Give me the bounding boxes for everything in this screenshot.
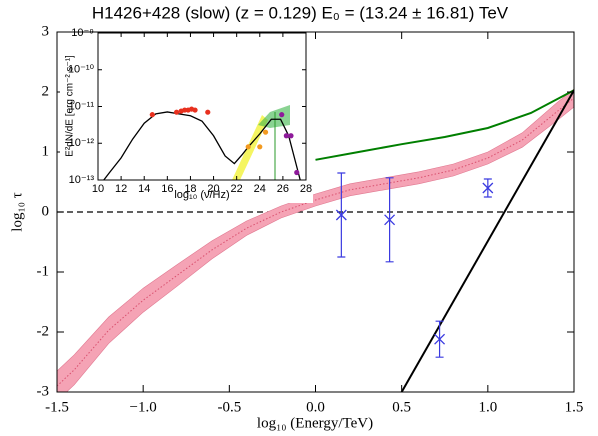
point — [482, 182, 494, 194]
y-tick-label: 1 — [42, 143, 50, 159]
point — [173, 109, 180, 115]
line — [57, 97, 574, 387]
x-tick-label: 1.5 — [565, 399, 584, 415]
chart-title: H1426+428 (slow) (z = 0.129) E₀ = (13.24… — [92, 3, 509, 22]
point — [149, 112, 155, 118]
x-tick-label: -0.5 — [217, 399, 241, 415]
point — [434, 333, 446, 345]
x-axis-label: log₁₀ (Energy/TeV) — [257, 415, 373, 431]
x-tick-label: 1.0 — [478, 399, 497, 415]
inset-x-label: log₁₀ (ν/Hz) — [174, 189, 229, 201]
point — [192, 107, 198, 113]
y-tick-label: 10⁻¹⁰ — [68, 64, 95, 76]
point — [335, 209, 347, 221]
x-tick-label: 20 — [207, 183, 219, 195]
point — [279, 112, 285, 118]
x-tick-label: 16 — [161, 183, 173, 195]
line — [400, 89, 574, 392]
point — [384, 214, 396, 226]
point — [294, 169, 300, 176]
plot-area — [57, 88, 574, 392]
y-tick-label: -2 — [37, 323, 50, 339]
y-axis-label: log₁₀ τ — [9, 192, 25, 231]
point — [283, 133, 289, 139]
x-tick-label: 10 — [92, 183, 104, 195]
plot-area — [103, 106, 301, 180]
point — [288, 133, 294, 139]
x-tick-label: 14 — [138, 183, 150, 195]
x-tick-label: 0.0 — [306, 399, 325, 415]
y-tick-label: 10⁻¹¹ — [69, 100, 95, 112]
x-tick-label: −1.0 — [130, 399, 157, 415]
point — [205, 109, 211, 115]
line — [315, 89, 574, 161]
y-tick-label: 2 — [42, 83, 50, 99]
y-tick-label: -1 — [37, 263, 50, 279]
point — [245, 144, 251, 150]
x-tick-label: 24 — [254, 183, 266, 195]
x-tick-label: 18 — [184, 183, 196, 195]
y-tick-label: 10⁻¹² — [69, 137, 95, 149]
y-tick-label: 10⁻⁹ — [71, 27, 94, 39]
point — [262, 129, 269, 135]
y-tick-label: -3 — [37, 383, 50, 399]
point — [257, 144, 263, 150]
y-tick-label: 10⁻¹³ — [69, 174, 95, 186]
inset-plot: 10 12 14 16 18 20 22 24 26 28 10⁻¹³ 10⁻¹² 10⁻¹¹ 10⁻¹⁰… — [68, 27, 312, 195]
y-tick-label: 0 — [42, 203, 50, 219]
x-tick-label: 0.5 — [392, 399, 411, 415]
line — [103, 111, 301, 180]
inset-y-label: E²dN/dE [erg cm⁻² s⁻¹] — [65, 55, 76, 157]
x-tick-label: 26 — [277, 183, 289, 195]
x-tick-label: 28 — [300, 183, 312, 195]
band — [57, 88, 574, 392]
x-tick-label: 12 — [115, 183, 127, 195]
x-tick-label: -1.5 — [45, 399, 69, 415]
x-tick-label: 22 — [231, 183, 243, 195]
y-tick-label: 3 — [42, 23, 50, 39]
